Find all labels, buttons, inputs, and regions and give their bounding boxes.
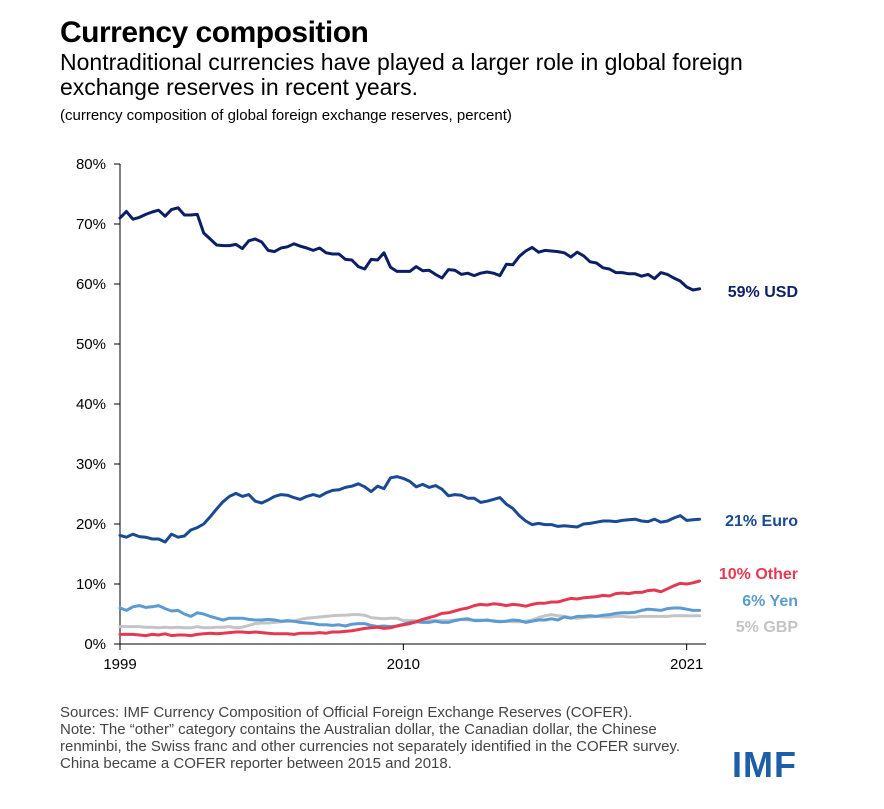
chart-units-note: (currency composition of global foreign … xyxy=(60,107,512,124)
y-tick-label: 10% xyxy=(76,576,106,593)
imf-logo: IMF xyxy=(732,744,797,785)
series-labels: 59% USD 21% Euro 10% Other 6% Yen 5% GBP xyxy=(719,284,798,636)
chart-title: Currency composition xyxy=(60,16,369,49)
series-lines xyxy=(118,206,702,638)
y-tick-label: 50% xyxy=(76,336,106,353)
x-tick-label: 2010 xyxy=(387,656,420,673)
series-label-gbp: 5% GBP xyxy=(736,619,799,636)
footnote-text: Note: The “other” category contains the … xyxy=(60,721,681,772)
series-line-other xyxy=(118,579,702,638)
y-tick-label: 30% xyxy=(76,456,106,473)
y-tick-label: 40% xyxy=(76,396,106,413)
series-label-euro: 21% Euro xyxy=(725,513,798,530)
series-line-euro xyxy=(118,475,702,544)
chart-footer: Sources: IMF Currency Composition of Off… xyxy=(60,704,720,772)
chart-subtitle: Nontraditional currencies have played a … xyxy=(60,49,743,100)
y-tick-label: 0% xyxy=(84,636,106,653)
x-axis: 1999 2010 2021 xyxy=(103,643,706,673)
series-label-yen: 6% Yen xyxy=(742,593,798,610)
y-tick-label: 80% xyxy=(76,156,106,173)
y-tick-label: 60% xyxy=(76,276,106,293)
x-tick-label: 2021 xyxy=(670,656,703,673)
y-tick-label: 20% xyxy=(76,516,106,533)
y-tick-label: 70% xyxy=(76,216,106,233)
chart-svg: 0%10%20%30%40%50%60%70%80% 1999 2010 2021 … xyxy=(76,156,798,673)
series-line-usd xyxy=(118,206,702,292)
x-tick-label: 1999 xyxy=(103,656,136,673)
series-line-gbp xyxy=(118,613,702,630)
series-label-usd: 59% USD xyxy=(728,284,798,301)
series-label-other: 10% Other xyxy=(719,566,798,583)
sources-text: Sources: IMF Currency Composition of Off… xyxy=(60,704,633,721)
y-axis: 0% 10% 20% 30% 40% 50% 60% 70% 80% xyxy=(76,156,121,653)
